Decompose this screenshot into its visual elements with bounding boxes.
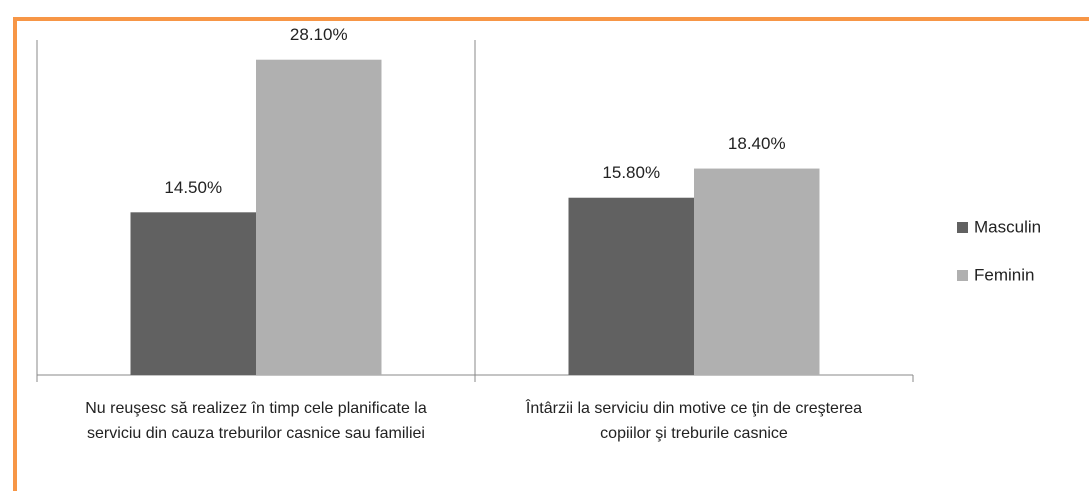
- legend-swatch: [957, 270, 968, 281]
- data-label: 15.80%: [602, 163, 660, 182]
- bar: [130, 212, 256, 375]
- data-label: 28.10%: [290, 25, 348, 44]
- bar: [568, 197, 694, 375]
- legend-label: Feminin: [974, 265, 1034, 284]
- x-tick-label: Întârzii la serviciu din motive ce ţin d…: [525, 400, 863, 442]
- x-tick-label: Nu reuşesc să realizez în timp cele plan…: [85, 400, 427, 442]
- legend-swatch: [957, 222, 968, 233]
- data-label: 18.40%: [728, 134, 786, 153]
- frame-border: [13, 17, 1089, 491]
- data-label: 14.50%: [164, 178, 222, 197]
- bar: [256, 59, 382, 376]
- bar: [694, 168, 820, 375]
- legend-label: Masculin: [974, 217, 1041, 236]
